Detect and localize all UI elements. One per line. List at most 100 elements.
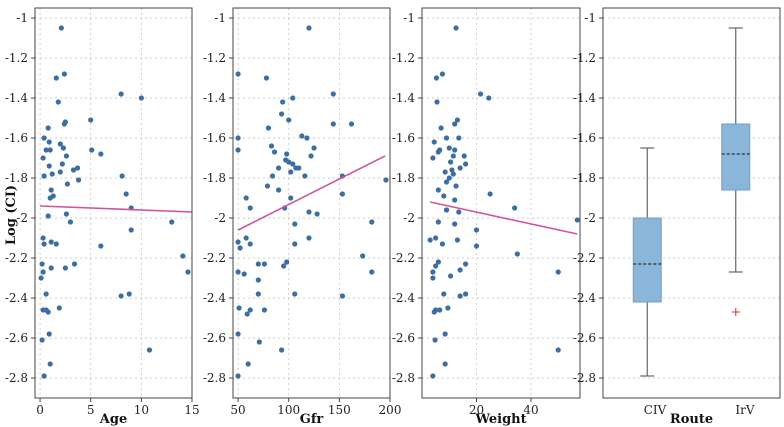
category-label: CIV <box>644 403 667 417</box>
y-tick-label: -1.8 <box>392 171 415 185</box>
data-point <box>235 331 241 337</box>
data-point <box>434 99 440 105</box>
data-point <box>263 75 270 81</box>
y-tick-label: -2.8 <box>392 371 415 385</box>
data-point <box>431 139 437 145</box>
y-tick-label: -1.2 <box>573 51 596 65</box>
data-point <box>56 305 62 311</box>
data-point <box>48 265 54 271</box>
plot-frame <box>232 7 391 399</box>
data-point <box>67 219 74 225</box>
data-point <box>435 259 441 265</box>
regression-line <box>40 205 193 213</box>
data-point <box>430 155 436 161</box>
regression-line <box>430 201 578 235</box>
data-point <box>55 99 61 105</box>
data-point <box>98 243 104 249</box>
data-point <box>235 373 241 379</box>
data-point <box>88 117 94 123</box>
regression-line <box>237 155 386 231</box>
data-point <box>46 163 52 169</box>
y-tick-label: -2.8 <box>203 371 226 385</box>
data-point <box>40 235 46 241</box>
data-point <box>243 235 249 241</box>
data-point <box>247 241 253 247</box>
data-point <box>261 307 267 313</box>
data-point <box>41 373 47 379</box>
y-tick-label: -1.6 <box>203 131 226 145</box>
data-point <box>284 259 290 265</box>
data-point <box>41 241 47 247</box>
data-point <box>448 159 454 165</box>
data-point <box>89 147 95 153</box>
data-point <box>45 213 51 219</box>
data-point <box>47 195 53 201</box>
x-tick-label: 50 <box>230 403 245 417</box>
data-point <box>61 121 67 127</box>
data-point <box>185 269 191 275</box>
y-tick-label: -2.4 <box>203 291 227 305</box>
box-iqr <box>632 217 662 303</box>
data-point <box>275 187 282 193</box>
y-tick-label: -1.6 <box>5 131 28 145</box>
x-tick-label: 100 <box>277 403 300 417</box>
data-point <box>435 219 441 225</box>
y-tick-label: -2.2 <box>203 251 226 265</box>
data-point <box>290 161 296 167</box>
data-point <box>43 291 49 297</box>
data-point <box>299 133 305 139</box>
y-tick-label: -2.6 <box>573 331 596 345</box>
data-point <box>431 309 437 315</box>
data-point <box>306 25 312 31</box>
data-point <box>245 361 251 367</box>
data-point <box>269 173 276 179</box>
data-point <box>453 25 459 31</box>
y-tick-label: -1 <box>16 11 28 25</box>
data-point <box>462 291 469 297</box>
data-point <box>443 135 450 141</box>
data-point <box>38 275 44 281</box>
y-tick-label: -2.8 <box>5 371 28 385</box>
data-point <box>461 153 467 159</box>
y-tick-label: -2 <box>214 211 226 225</box>
data-point <box>46 139 52 145</box>
data-point <box>286 159 292 165</box>
data-point <box>439 241 446 247</box>
data-point <box>339 191 345 197</box>
data-point <box>433 235 439 241</box>
data-point <box>45 125 51 131</box>
data-point <box>268 143 275 149</box>
data-point <box>290 95 296 101</box>
data-point <box>48 187 54 193</box>
data-point <box>446 145 452 151</box>
data-point <box>302 173 308 179</box>
data-point <box>45 309 51 315</box>
data-point <box>457 293 463 299</box>
data-point <box>235 135 241 141</box>
y-tick-label: -1.2 <box>5 51 28 65</box>
x-tick-label: 10 <box>134 403 149 417</box>
y-tick-label: -2.6 <box>392 331 415 345</box>
data-point <box>41 135 47 141</box>
data-point <box>435 187 441 193</box>
data-point <box>442 331 448 337</box>
panel-weight: -1 -1.2 -1.4 -1.6 -1.8 -2 -2.2 -2.4 -2.6 -2.8 20 40… <box>392 7 581 427</box>
y-tick-label: -2 <box>584 211 596 225</box>
data-point <box>330 121 336 127</box>
y-tick-label: -2.4 <box>392 291 416 305</box>
y-tick-label: -2 <box>403 211 415 225</box>
data-point <box>369 219 375 225</box>
data-point <box>275 165 282 171</box>
data-point <box>123 191 129 197</box>
x-tick-label: 200 <box>379 403 402 417</box>
data-point <box>281 263 287 269</box>
data-point <box>235 269 241 275</box>
data-point <box>457 267 463 273</box>
y-tick-label: -1.4 <box>392 91 416 105</box>
data-point <box>126 291 132 297</box>
data-point <box>473 227 480 233</box>
data-point <box>427 237 433 243</box>
data-point <box>241 271 247 277</box>
data-point <box>437 307 443 313</box>
data-point <box>271 149 278 155</box>
